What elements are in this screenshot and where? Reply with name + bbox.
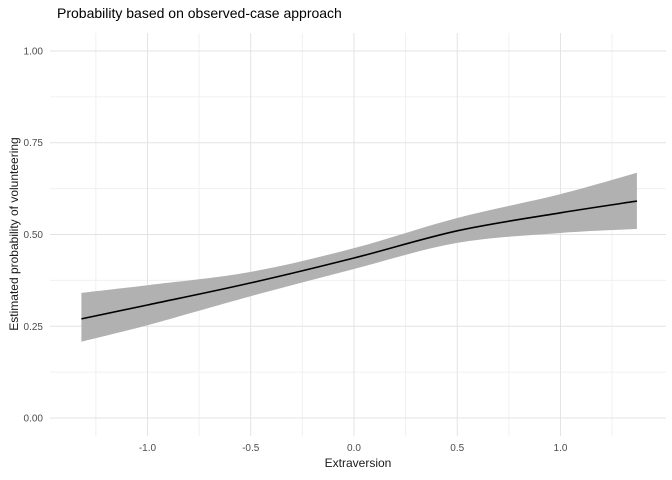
y-tick-label: 1.00 (24, 46, 44, 57)
x-axis-title: Extraversion (324, 456, 392, 470)
chart-title: Probability based on observed-case appro… (57, 5, 342, 21)
y-tick-label: 0.75 (24, 138, 44, 149)
fit-line (81, 200, 638, 320)
x-tick-label: -0.5 (242, 443, 260, 454)
y-tick-label: 0.00 (24, 414, 44, 425)
x-tick-label: 1.0 (554, 443, 568, 454)
y-tick-label: 0.50 (24, 230, 44, 241)
x-tick-label: 0.0 (347, 443, 361, 454)
x-tick-label: 0.5 (450, 443, 464, 454)
y-tick-label: 0.25 (24, 322, 44, 333)
x-tick-label: -1.0 (139, 443, 157, 454)
